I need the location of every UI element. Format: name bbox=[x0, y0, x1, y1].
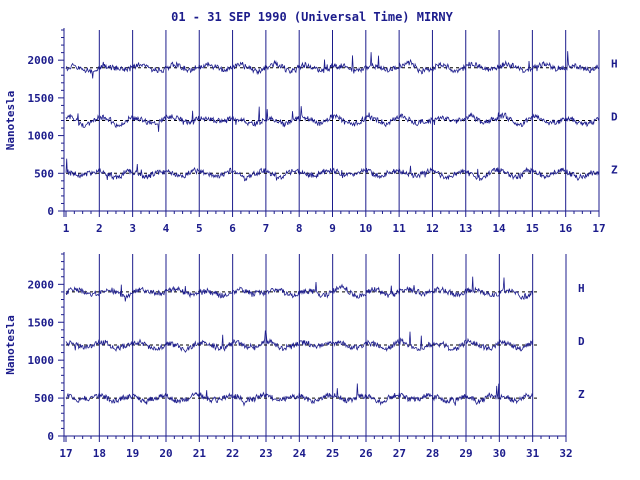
panel-bottom: 0 500 1000 1500 2000 17 18 19 20 21 22 23 24 25 26 27 28… bbox=[4, 252, 585, 460]
x-tick-label: 16 bbox=[559, 222, 573, 235]
x-tick-label: 10 bbox=[359, 222, 372, 235]
x-tick-label: 25 bbox=[326, 447, 339, 460]
trace-z bbox=[65, 158, 600, 182]
x-tick-label: 27 bbox=[393, 447, 406, 460]
trace-h bbox=[65, 276, 534, 302]
chart-title: 01 - 31 SEP 1990 (Universal Time) MIRNY bbox=[171, 10, 454, 24]
y-tick-label: 0 bbox=[47, 430, 54, 443]
y-axis-label: Nanotesla bbox=[4, 315, 17, 375]
x-tick-label: 30 bbox=[493, 447, 506, 460]
x-tick-label: 11 bbox=[393, 222, 407, 235]
trace-d bbox=[65, 106, 600, 132]
series-label-z: Z bbox=[611, 163, 618, 176]
y-tick-label: 2000 bbox=[28, 278, 55, 291]
x-tick-label: 23 bbox=[259, 447, 272, 460]
y-tick-label: 500 bbox=[34, 392, 54, 405]
x-tick-label: 1 bbox=[63, 222, 70, 235]
x-tick-label: 9 bbox=[329, 222, 336, 235]
x-tick-label: 18 bbox=[93, 447, 106, 460]
series-label-h: H bbox=[611, 58, 618, 71]
x-tick-label: 28 bbox=[426, 447, 439, 460]
x-tick-label: 32 bbox=[559, 447, 572, 460]
x-tick-label: 17 bbox=[592, 222, 605, 235]
x-tick-label: 15 bbox=[526, 222, 539, 235]
x-tick-label: 7 bbox=[263, 222, 270, 235]
trace-d bbox=[65, 330, 534, 353]
x-tick-label: 3 bbox=[129, 222, 136, 235]
x-tick-label: 29 bbox=[459, 447, 472, 460]
x-tick-label: 26 bbox=[359, 447, 373, 460]
x-tick-label: 12 bbox=[426, 222, 439, 235]
y-tick-label: 0 bbox=[47, 205, 54, 218]
x-tick-label: 13 bbox=[459, 222, 472, 235]
x-tick-label: 14 bbox=[492, 222, 506, 235]
x-tick-label: 5 bbox=[196, 222, 203, 235]
trace-z bbox=[65, 383, 534, 407]
y-tick-label: 1500 bbox=[28, 316, 55, 329]
y-axis-label: Nanotesla bbox=[4, 91, 17, 151]
y-tick-label: 1000 bbox=[28, 130, 55, 143]
y-tick-label: 500 bbox=[34, 167, 54, 180]
x-tick-label: 4 bbox=[163, 222, 170, 235]
series-label-d: D bbox=[611, 111, 618, 124]
series-label-h: H bbox=[578, 282, 585, 295]
y-tick-label: 1000 bbox=[28, 354, 55, 367]
x-tick-label: 19 bbox=[126, 447, 139, 460]
x-tick-label: 22 bbox=[226, 447, 239, 460]
y-tick-label: 1500 bbox=[28, 92, 55, 105]
y-tick-label: 2000 bbox=[28, 54, 55, 67]
series-label-d: D bbox=[578, 335, 585, 348]
x-tick-label: 31 bbox=[526, 447, 540, 460]
x-tick-label: 8 bbox=[296, 222, 303, 235]
trace-h bbox=[65, 51, 600, 79]
x-tick-label: 17 bbox=[59, 447, 72, 460]
x-tick-label: 21 bbox=[193, 447, 207, 460]
x-tick-label: 2 bbox=[96, 222, 103, 235]
x-tick-label: 24 bbox=[293, 447, 307, 460]
x-tick-label: 20 bbox=[159, 447, 172, 460]
x-tick-label: 6 bbox=[229, 222, 236, 235]
series-label-z: Z bbox=[578, 388, 585, 401]
